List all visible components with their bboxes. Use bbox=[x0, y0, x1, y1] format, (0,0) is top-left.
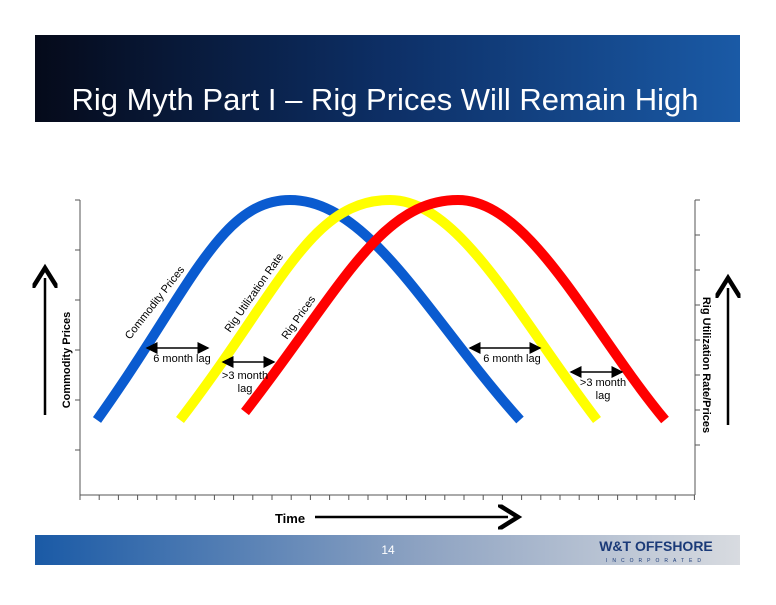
lag-arrows bbox=[145, 342, 624, 378]
commodity-curve bbox=[92, 194, 524, 424]
title: Rig Myth Part I – Rig Prices Will Remain… bbox=[71, 82, 698, 117]
utilization-curve bbox=[176, 194, 601, 424]
bottom-axis-label: Time bbox=[275, 511, 305, 526]
right-axis-label: Rig Utilization Rate/Prices bbox=[700, 297, 712, 433]
header-band bbox=[35, 35, 740, 122]
footer-band bbox=[35, 535, 740, 565]
lag-label: >3 month bbox=[580, 377, 626, 389]
lag-labels: 6 month lag >3 month lag 6 month lag >3 … bbox=[153, 353, 626, 402]
lag-label: >3 month bbox=[222, 370, 268, 382]
lag-label: 6 month lag bbox=[153, 353, 210, 365]
logo-sub: INCORPORATED bbox=[606, 558, 706, 564]
page-number: 14 bbox=[381, 543, 395, 557]
left-axis-label: Commodity Prices bbox=[61, 312, 73, 409]
curves bbox=[92, 194, 669, 424]
price-curve bbox=[241, 194, 669, 424]
bottom-ticks bbox=[79, 495, 695, 500]
lag-label: lag bbox=[596, 390, 611, 402]
logo: W&T OFFSHORE bbox=[599, 538, 713, 554]
lag-label: 6 month lag bbox=[483, 353, 540, 365]
lag-label: lag bbox=[238, 383, 253, 395]
